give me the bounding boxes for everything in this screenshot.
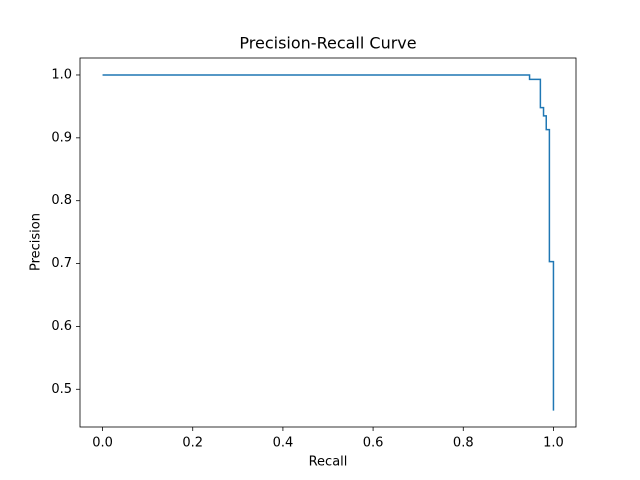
- x-tick-label: 0.2: [182, 436, 203, 451]
- x-tick-label: 0.0: [92, 436, 113, 451]
- x-axis-label: Recall: [309, 455, 348, 470]
- pr-curve: [102, 74, 555, 411]
- plot-frame: [79, 57, 577, 428]
- y-tick-label: 0.7: [51, 256, 72, 271]
- x-tick-label: 0.6: [363, 436, 384, 451]
- x-tick-label: 0.8: [453, 436, 474, 451]
- y-tick-label: 0.9: [51, 130, 72, 145]
- chart-title: Precision-Recall Curve: [239, 34, 416, 53]
- x-tick-label: 1.0: [543, 436, 564, 451]
- y-tick-label: 0.5: [51, 382, 72, 397]
- y-tick-label: 0.6: [51, 319, 72, 334]
- y-tick-label: 1.0: [51, 67, 72, 82]
- y-tick-label: 0.8: [51, 193, 72, 208]
- x-tick-label: 0.4: [273, 436, 294, 451]
- y-axis-label: Precision: [29, 213, 44, 271]
